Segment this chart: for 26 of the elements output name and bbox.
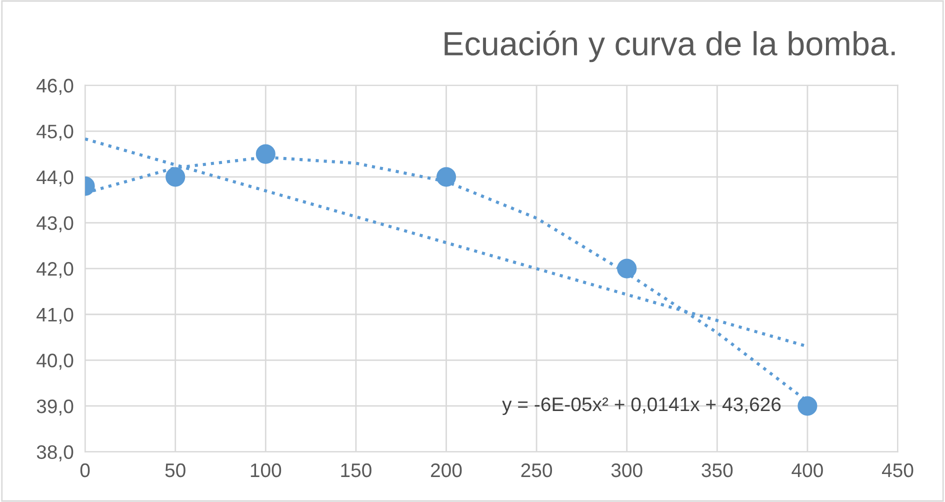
x-tick-label: 200 <box>431 463 462 478</box>
x-tick-label: 50 <box>165 463 186 478</box>
y-tick-label: 41,0 <box>36 308 74 324</box>
annotation: y = -6E-05x² + 0,0141x + 43,626 <box>502 397 781 416</box>
x-tick-label: 250 <box>521 463 552 478</box>
x-tick-label: 0 <box>80 463 90 478</box>
y-tick-label: 43,0 <box>36 216 74 232</box>
y-tick-label: 42,0 <box>36 262 74 278</box>
x-tick-label: 300 <box>611 463 642 478</box>
x-tick-label: 400 <box>792 463 823 478</box>
x-tick-label: 450 <box>882 463 914 478</box>
point <box>617 258 637 278</box>
y-tick-label: 44,0 <box>36 170 74 186</box>
point <box>166 167 186 187</box>
y-tick-label: 46,0 <box>36 78 74 95</box>
x-tick-label: 100 <box>250 463 282 478</box>
chart-title: Ecuación y curva de la bomba. <box>444 30 895 62</box>
point <box>798 396 818 416</box>
y-tick-label: 38,0 <box>36 445 74 462</box>
x-tick-label: 150 <box>341 463 372 478</box>
point <box>436 167 456 187</box>
y-tick-label: 45,0 <box>36 124 74 141</box>
y-tick-label: 40,0 <box>36 354 74 370</box>
point <box>256 144 276 164</box>
x-tick-label: 350 <box>702 463 733 478</box>
y-tick-label: 39,0 <box>36 399 74 416</box>
